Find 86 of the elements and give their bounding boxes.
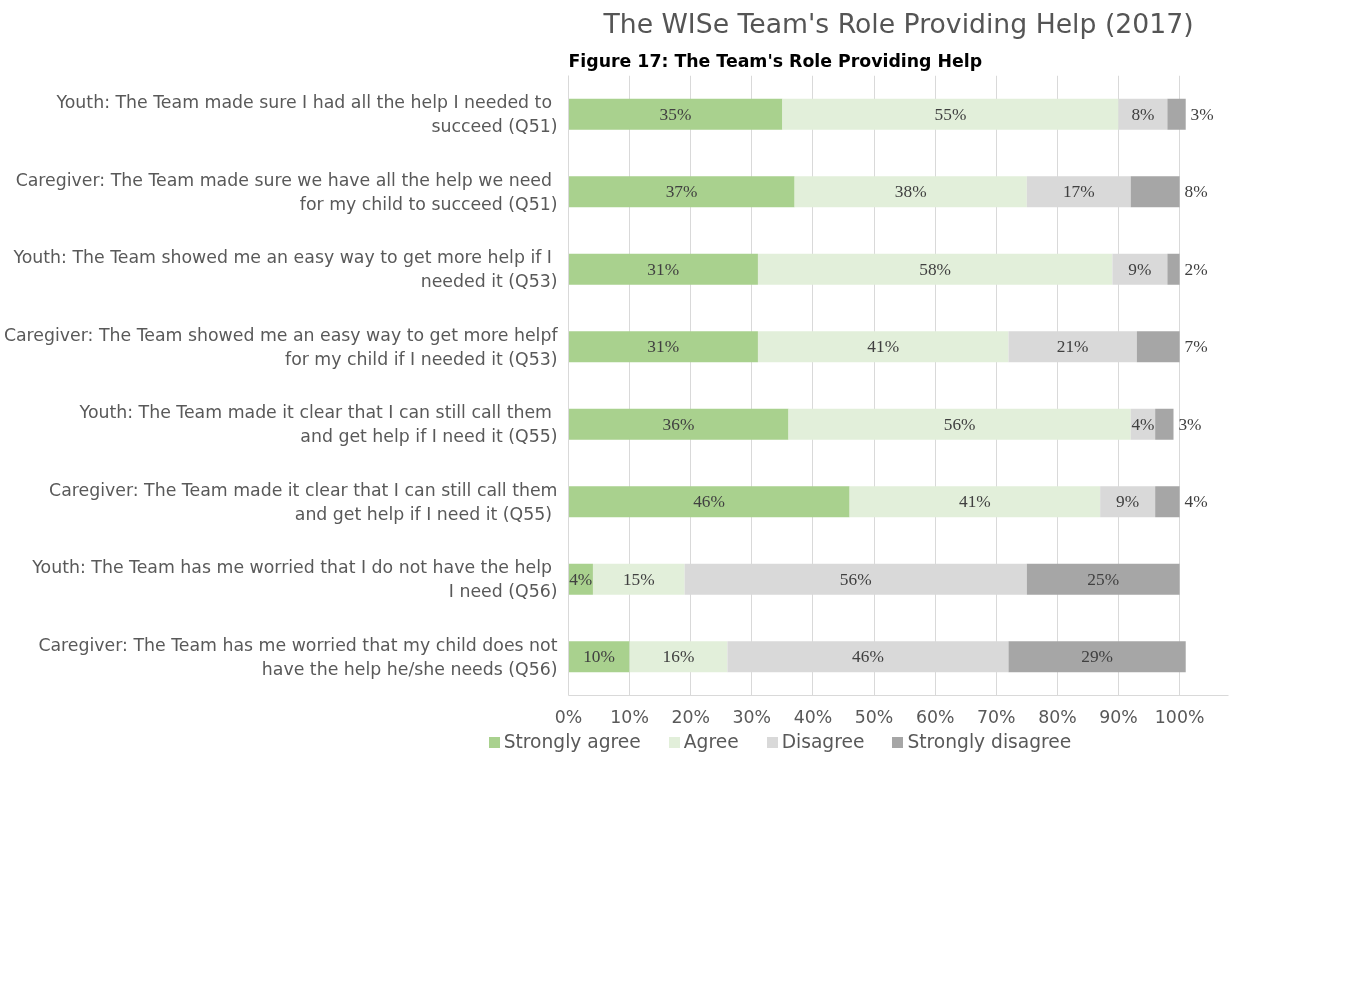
y-tick-label: Caregiver: The Team has me worried that my child does not have the help he/she needs (Q56)	[38, 634, 558, 679]
data-label: 4%	[1131, 414, 1155, 434]
chart-title: The WISe Team's Role Providing Help (2017)	[602, 7, 1194, 39]
legend-item: Strongly agree	[488, 731, 641, 752]
data-label: 56%	[839, 569, 872, 589]
x-tick-label: 20%	[671, 706, 710, 727]
x-tick-label: 60%	[915, 706, 955, 727]
x-tick-label: 70%	[977, 706, 1016, 727]
bar	[1167, 253, 1180, 285]
bar	[1026, 563, 1180, 595]
bar	[568, 176, 795, 208]
bar	[727, 641, 1009, 673]
bar	[1155, 486, 1180, 518]
x-tick-label: 30%	[732, 706, 772, 727]
data-label: 25%	[1087, 569, 1120, 589]
bar	[1026, 176, 1131, 208]
bar	[568, 331, 758, 363]
bar	[568, 641, 630, 673]
data-label: 16%	[662, 647, 695, 667]
bar	[1008, 331, 1137, 363]
y-tick-label: Youth: The Team showed me an easy way to get more help if I needed it (Q53)	[12, 247, 558, 292]
data-label: 29%	[1081, 647, 1113, 667]
x-tick-label: 10%	[610, 706, 649, 727]
data-label: 8%	[1184, 182, 1208, 202]
bar	[1100, 486, 1156, 518]
bar	[1008, 641, 1186, 673]
data-label: 9%	[1116, 492, 1140, 512]
bar	[782, 98, 1119, 130]
data-label: 36%	[662, 414, 695, 434]
bar	[568, 486, 850, 518]
y-tick-label: Caregiver: The Team showed me an easy way to get more helpf for my child if I needed it (Q53)	[3, 324, 559, 369]
data-label: 37%	[665, 182, 698, 202]
bar	[1167, 98, 1186, 130]
bar	[1136, 331, 1180, 363]
bar	[788, 408, 1131, 440]
bar	[1155, 408, 1174, 440]
data-label: 56%	[943, 414, 976, 434]
bar	[568, 98, 783, 130]
data-label: 9%	[1128, 259, 1152, 279]
bar	[849, 486, 1101, 518]
data-label: 10%	[583, 647, 615, 667]
x-tick-label: 100%	[1154, 706, 1205, 727]
data-label: 41%	[867, 337, 900, 357]
x-tick-label: 50%	[854, 706, 894, 727]
data-label: 21%	[1056, 337, 1089, 357]
x-tick-label: 90%	[1099, 706, 1138, 727]
data-label: 58%	[919, 259, 952, 279]
data-label: 41%	[959, 492, 991, 512]
data-label: 31%	[647, 259, 680, 279]
legend-item: Strongly disagree	[892, 731, 1072, 752]
x-tick-label: 80%	[1038, 706, 1077, 727]
bar	[684, 563, 1027, 595]
legend-item: Agree	[668, 731, 739, 752]
y-tick-label: Caregiver: The Team made it clear that I can still call them and get help if I need it (Q55)	[49, 479, 558, 524]
data-label: 2%	[1184, 259, 1208, 279]
caption: Figure 17: The Team's Role Providing Help	[568, 50, 983, 71]
bar	[629, 641, 728, 673]
data-label: 3%	[1190, 104, 1214, 124]
y-tick-label: Youth: The Team made sure I had all the help I needed to succeed (Q51)	[55, 92, 558, 137]
bar	[757, 253, 1113, 285]
data-label: 3%	[1178, 414, 1202, 434]
legend-item: Disagree	[766, 731, 865, 752]
bar	[568, 253, 758, 285]
y-tick-label: Caregiver: The Team made sure we have all the help we need for my child to succeed (Q51)	[15, 169, 558, 214]
data-label: 46%	[852, 647, 884, 667]
data-label: 17%	[1062, 182, 1095, 202]
data-label: 55%	[934, 104, 967, 124]
bar	[592, 563, 685, 595]
bar	[1130, 176, 1180, 208]
bar	[794, 176, 1027, 208]
bar	[568, 408, 789, 440]
x-tick-label: 40%	[793, 706, 833, 727]
data-label: 4%	[1184, 492, 1208, 512]
data-label: 15%	[622, 569, 655, 589]
data-label: 8%	[1131, 104, 1155, 124]
data-label: 35%	[659, 104, 692, 124]
data-label: 7%	[1184, 337, 1208, 357]
y-tick-label: Youth: The Team has me worried that I do not have the help I need (Q56)	[31, 557, 558, 602]
bar	[1112, 253, 1168, 285]
data-label: 38%	[894, 182, 927, 202]
data-label: 46%	[693, 492, 725, 512]
bar	[757, 331, 1009, 363]
y-tick-label: Youth: The Team made it clear that I can still call them and get help if I need it (Q55)	[78, 402, 558, 447]
data-label: 4%	[569, 569, 593, 589]
data-label: 31%	[647, 337, 680, 357]
x-tick-label: 0%	[554, 706, 583, 727]
